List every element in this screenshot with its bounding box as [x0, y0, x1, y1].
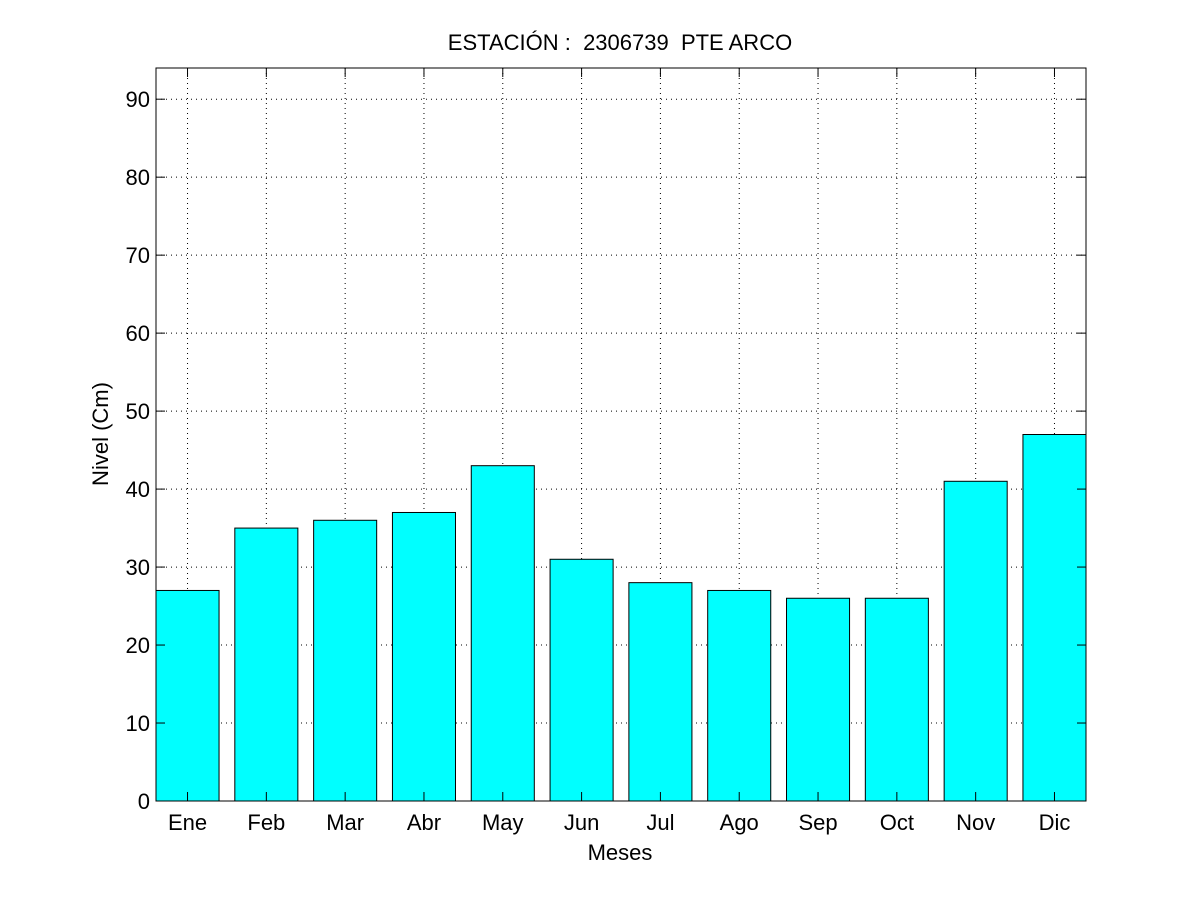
y-axis-label: Nivel (Cm) — [88, 382, 113, 486]
bar-oct — [864, 597, 929, 801]
y-tick-label: 50 — [126, 399, 150, 424]
x-tick-label: Nov — [956, 810, 995, 835]
x-tick-label: Ago — [720, 810, 759, 835]
x-tick-label: Oct — [880, 810, 914, 835]
bar-may — [470, 465, 535, 801]
plot-background — [156, 68, 1086, 801]
y-tick-label: 20 — [126, 633, 150, 658]
y-tick-label: 90 — [126, 87, 150, 112]
bar-jul — [628, 582, 693, 801]
x-tick-label: Mar — [326, 810, 364, 835]
bar-jun — [549, 558, 614, 801]
bar-sep — [786, 597, 851, 801]
bar-dic — [1022, 434, 1086, 801]
chart-title: ESTACIÓN : 2306739 PTE ARCO — [448, 30, 792, 55]
y-tick-label: 80 — [126, 165, 150, 190]
x-tick-label: Abr — [407, 810, 441, 835]
y-tick-label: 0 — [138, 789, 150, 814]
x-axis-label: Meses — [588, 840, 653, 865]
x-tick-label: Feb — [247, 810, 285, 835]
x-tick-label: Ene — [168, 810, 207, 835]
y-tick-label: 10 — [126, 711, 150, 736]
y-tick-label: 70 — [126, 243, 150, 268]
bar-ene — [156, 589, 220, 801]
bar-abr — [391, 511, 456, 801]
y-tick-label: 60 — [126, 321, 150, 346]
x-tick-label: Sep — [798, 810, 837, 835]
x-tick-label: May — [482, 810, 524, 835]
bar-mar — [313, 519, 378, 801]
y-tick-labels: 0 10 20 30 40 50 60 70 80 90 — [126, 87, 150, 814]
axis-ticks — [156, 68, 1086, 802]
y-tick-label: 40 — [126, 477, 150, 502]
x-tick-label: Dic — [1039, 810, 1071, 835]
bar-feb — [234, 527, 299, 801]
bar-ago — [707, 589, 772, 801]
x-tick-labels: Ene Feb Mar Abr May Jun Jul Ago Sep Oct Nov Dic — [168, 810, 1070, 835]
bar-nov — [943, 480, 1008, 801]
bars — [156, 434, 1086, 801]
y-tick-label: 30 — [126, 555, 150, 580]
x-tick-label: Jul — [646, 810, 674, 835]
x-tick-label: Jun — [564, 810, 599, 835]
plot-frame — [155, 67, 1087, 802]
